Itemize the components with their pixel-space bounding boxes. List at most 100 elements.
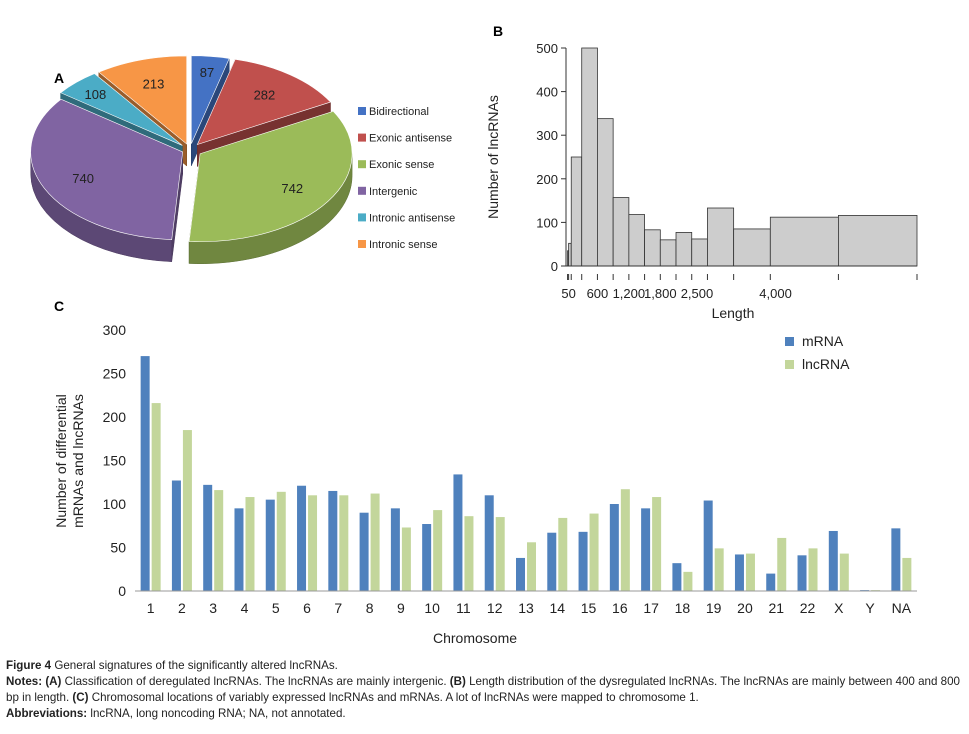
bar-x-tick-label-6: 6 [303,600,311,616]
bar-lncrna-chr-x [839,553,849,591]
bar-mrna-chr-6 [297,485,307,591]
bar-x-tick-label-8: 8 [366,600,374,616]
bar-y-tick-label-0: 0 [118,583,126,599]
histogram-bar-3 [570,156,583,267]
pie-value-label-exonic-antisense: 282 [254,87,276,102]
legend-swatch-exonic-sense [358,160,366,169]
bar-lncrna-chr-7 [339,495,349,591]
bar-x-tick-label-20: 20 [737,600,753,616]
bar-mrna-chr-21 [766,573,776,591]
bar-lncrna-chr-na [902,557,912,591]
bar-lncrna-chr-12 [495,517,505,591]
histogram-x-tick-label-50: 50 [561,286,575,301]
bar-lncrna-chr-5 [276,491,286,591]
histogram-bar-15 [838,215,918,267]
bar-x-tick-label-y: Y [865,600,875,616]
pie-slice-exonic-sense [188,110,353,243]
bar-lncrna-chr-20 [745,553,755,591]
histogram-y-tick-label-400: 400 [536,85,558,100]
bar-lncrna-chr-19 [714,548,724,591]
pie-value-label-intergenic: 740 [72,171,94,186]
bar-y-tick-label-150: 150 [103,453,127,469]
bar-mrna-chr-18 [672,563,682,591]
histogram-x-tick-label-1-800: 1,800 [644,286,677,301]
pie-value-label-intronic-antisense: 108 [84,87,106,102]
bar-mrna-chr-17 [641,508,651,591]
bar-x-tick-label-13: 13 [518,600,534,616]
bar-lncrna-chr-13 [527,542,536,591]
caption-notes-label: Notes: [6,675,43,688]
bar-lncrna-chr-2 [182,430,192,591]
histogram-y-tick-label-500: 500 [536,41,558,56]
legend-label-intronic-antisense: Intronic antisense [369,212,455,224]
caption-title: Figure 4 General signatures of the signi… [6,658,964,674]
legend-label-exonic-antisense: Exonic antisense [369,133,452,145]
legend-swatch-intronic-antisense [358,213,366,222]
histogram-y-tick-label-300: 300 [536,128,558,143]
bar-mrna-chr-8 [359,512,369,591]
histogram-bar-7 [628,214,645,267]
bar-mrna-chr-na [891,528,901,591]
caption-figure-number: Figure 4 [6,659,52,672]
bar-y-axis-label-line-2: mRNAs and lncRNAs [70,394,86,528]
legend-swatch-lncrna [785,360,794,369]
bar-x-tick-label-17: 17 [643,600,659,616]
figure-caption: Figure 4 General signatures of the signi… [6,658,964,722]
bar-lncrna-chr-14 [558,517,568,591]
bar-mrna-chr-14 [547,532,557,591]
legend-label-exonic-sense: Exonic sense [369,159,434,171]
legend-label-intronic-sense: Intronic sense [369,239,437,251]
bar-lncrna-chr-18 [683,571,693,591]
bar-x-tick-label-na: NA [892,600,912,616]
bar-x-tick-label-1: 1 [147,600,155,616]
histogram-x-tick-label-2-500: 2,500 [681,286,714,301]
bar-mrna-chr-19 [703,500,713,591]
bar-x-tick-label-15: 15 [581,600,597,616]
bar-x-tick-label-19: 19 [706,600,722,616]
bar-x-tick-label-18: 18 [675,600,691,616]
bar-x-tick-label-21: 21 [768,600,784,616]
bar-x-tick-label-12: 12 [487,600,503,616]
bar-mrna-chr-13 [516,557,525,591]
bar-y-tick-label-300: 300 [103,322,127,338]
bar-mrna-chr-16 [609,504,619,591]
legend-swatch-bidirectional [358,107,366,115]
bar-y-tick-label-50: 50 [110,540,126,556]
histogram-y-tick-label-100: 100 [536,215,558,230]
pie-slice-intronic-sense [98,55,187,145]
caption-abbreviations: Abbreviations: lncRNA, long noncoding RN… [6,706,964,722]
bar-x-tick-label-22: 22 [800,600,816,616]
histogram-x-tick-label-600: 600 [587,286,609,301]
bar-mrna-chr-9 [390,508,400,591]
caption-notes-b-text: Length distribution of the dysregulated … [6,675,960,704]
panel-label-a: A [54,70,64,86]
bar-mrna-chr-x [828,530,838,591]
bar-mrna-chr-3 [203,484,213,591]
bar-x-tick-label-4: 4 [241,600,249,616]
bar-mrna-chr-7 [328,490,338,591]
histogram-bar-4 [581,47,598,267]
histogram-bar-5 [597,118,614,267]
histogram-bar-12 [707,207,735,267]
histogram-bar-9 [659,239,677,267]
bar-lncrna-chr-4 [245,497,255,591]
panel-label-b: B [493,23,503,39]
pie-slice-intronic-antisense [60,73,183,146]
pie-chart-panel: A 87 282 742 740 108 213 Bidirectional Exonic … [30,55,455,264]
bar-mrna-chr-22 [797,555,807,591]
bar-x-tick-label-3: 3 [209,600,217,616]
bar-lncrna-chr-10 [433,510,443,591]
bar-lncrna-chr-1 [151,403,161,591]
histogram-x-axis-label: Length [712,305,755,321]
bar-x-tick-label-x: X [834,600,844,616]
legend-label-lncrna: lncRNA [802,356,850,372]
caption-notes-a-text: Classification of deregulated lncRNAs. T… [61,675,450,688]
bar-mrna-chr-2 [171,480,181,591]
bar-x-tick-label-2: 2 [178,600,186,616]
bar-x-axis-label: Chromosome [433,630,517,646]
bar-mrna-chr-15 [578,531,588,591]
histogram-y-axis-label: Number of lncRNAs [485,95,501,219]
bar-y-tick-label-250: 250 [103,366,127,382]
caption-notes-c-text: Chromosomal locations of variably expres… [88,691,699,704]
